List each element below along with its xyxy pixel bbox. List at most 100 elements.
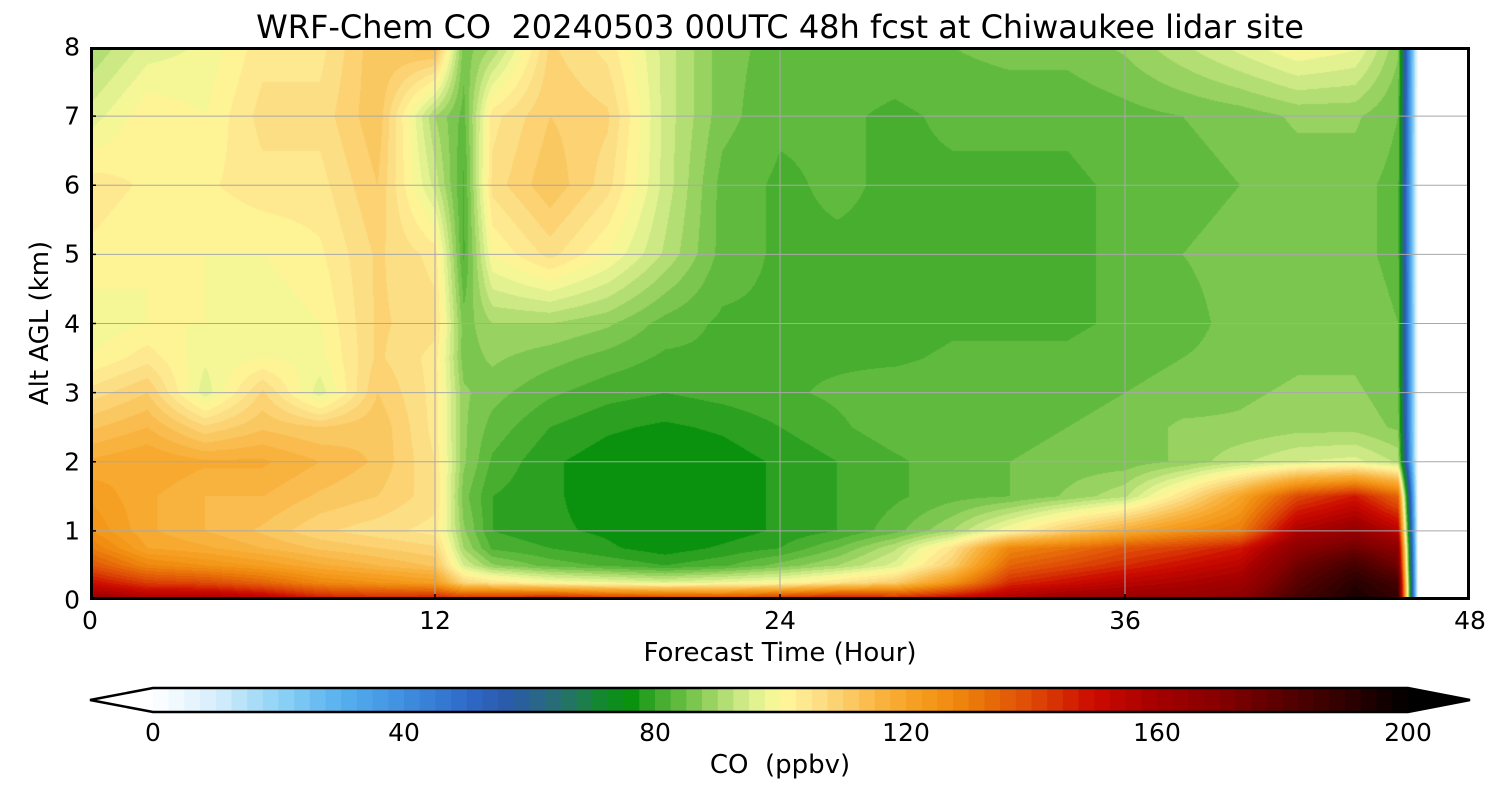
colorbar-level: [200, 688, 217, 712]
colorbar-level: [576, 688, 593, 712]
y-tick-label: 8: [64, 32, 80, 62]
colorbar-level: [1329, 688, 1346, 712]
colorbar-level: [278, 688, 295, 712]
colorbar-level: [1000, 688, 1017, 712]
y-axis-label: Alt AGL (km): [25, 240, 55, 406]
colorbar-label: CO (ppbv): [709, 750, 851, 780]
colorbar-level: [1062, 688, 1080, 712]
colorbar-level: [874, 688, 891, 712]
x-tick-label: 0: [82, 606, 98, 635]
colorbar-level: [1376, 688, 1393, 712]
colorbar-level: [560, 688, 578, 712]
colorbar-level: [451, 688, 468, 712]
colorbar-level: [372, 688, 389, 712]
colorbar-level: [906, 688, 923, 712]
colorbar-extend-high: [1408, 688, 1470, 712]
colorbar-level: [482, 688, 499, 712]
colorbar-level: [1251, 688, 1268, 712]
colorbar-level: [247, 688, 264, 712]
colorbar-tick-label: 160: [1133, 718, 1181, 747]
colorbar-level: [1172, 688, 1189, 712]
colorbar-level: [749, 688, 766, 712]
colorbar-level: [498, 688, 515, 712]
colorbar-level: [1141, 688, 1158, 712]
colorbar-level: [1282, 688, 1299, 712]
colorbar-level: [309, 688, 327, 712]
colorbar-level: [1109, 688, 1127, 712]
colorbar-level: [153, 688, 170, 712]
colorbar-level: [294, 688, 311, 712]
colorbar-level: [1235, 688, 1252, 712]
x-axis-label: Forecast Time (Hour): [643, 638, 917, 668]
colorbar-level: [1345, 688, 1362, 712]
colorbar-tick-label: 40: [388, 718, 420, 747]
colorbar-level: [827, 688, 844, 712]
colorbar-level: [404, 688, 421, 712]
colorbar-level: [639, 688, 656, 712]
colorbar-level: [1298, 688, 1315, 712]
colorbar-level: [1188, 688, 1205, 712]
colorbar-level: [1157, 688, 1174, 712]
chart-title: WRF-Chem CO 20240503 00UTC 48h fcst at C…: [256, 8, 1304, 46]
colorbar-level: [1313, 688, 1331, 712]
colorbar-level: [513, 688, 531, 712]
x-tick-label: 48: [1454, 606, 1486, 635]
y-tick-label: 1: [64, 516, 80, 546]
colorbar-level: [623, 688, 640, 712]
colorbar-tick-label: 0: [145, 718, 161, 747]
colorbar-level: [356, 688, 374, 712]
colorbar-level: [921, 688, 938, 712]
colorbar-level: [545, 688, 562, 712]
y-tick-label: 5: [64, 239, 80, 269]
colorbar-level: [262, 688, 280, 712]
colorbar-level: [1125, 688, 1142, 712]
colorbar-level: [341, 688, 358, 712]
colorbar-tick-label: 120: [882, 718, 930, 747]
colorbar-level: [1047, 688, 1064, 712]
colorbar-level: [764, 688, 782, 712]
colorbar-level: [419, 688, 436, 712]
colorbar-level: [968, 688, 986, 712]
colorbar-level: [1204, 688, 1221, 712]
y-tick-label: 3: [64, 378, 80, 408]
colorbar-level: [655, 688, 672, 712]
colorbar-level: [780, 688, 797, 712]
colorbar-level: [325, 688, 342, 712]
colorbar-level: [1094, 688, 1111, 712]
colorbar-level: [168, 688, 185, 712]
colorbar-tick-label: 80: [639, 718, 671, 747]
x-tick-label: 24: [764, 606, 796, 635]
colorbar-level: [686, 688, 703, 712]
colorbar-level: [184, 688, 201, 712]
colorbar-level: [937, 688, 954, 712]
colorbar-level: [529, 688, 546, 712]
colorbar-tick-label: 200: [1384, 718, 1432, 747]
plot-area: [90, 47, 1470, 600]
colorbar-level: [843, 688, 860, 712]
colorbar-level: [733, 688, 750, 712]
colorbar-level: [1266, 688, 1284, 712]
y-tick-label: 4: [64, 309, 80, 338]
y-tick-label: 2: [64, 447, 80, 477]
x-tick-label: 36: [1109, 606, 1141, 635]
colorbar-level: [1360, 688, 1378, 712]
colorbar-level: [1015, 688, 1033, 712]
colorbar-level: [231, 688, 248, 712]
plot-overlay: [90, 47, 1470, 600]
y-tick-label: 6: [64, 170, 80, 200]
colorbar-level: [1392, 688, 1409, 712]
colorbar-level: [702, 688, 719, 712]
colorbar-level: [466, 688, 484, 712]
colorbar-level: [388, 688, 405, 712]
colorbar-level: [811, 688, 829, 712]
colorbar-level: [215, 688, 233, 712]
colorbar-level: [1219, 688, 1237, 712]
colorbar-extend-low: [90, 688, 153, 712]
colorbar-outline: [89, 686, 1471, 714]
y-tick-label: 0: [64, 585, 80, 615]
colorbar-level: [890, 688, 907, 712]
colorbar-level: [670, 688, 687, 712]
colorbar-level: [1031, 688, 1048, 712]
colorbar-level: [717, 688, 735, 712]
x-tick-label: 12: [419, 606, 451, 635]
